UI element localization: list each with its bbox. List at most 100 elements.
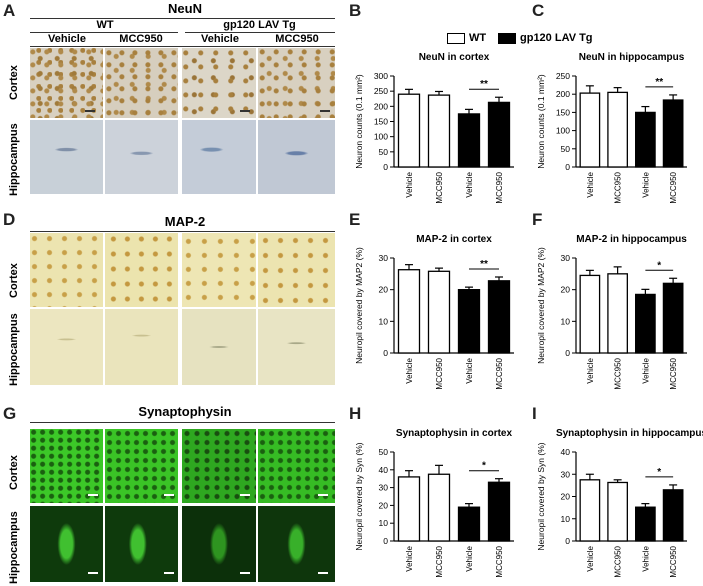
y-tick-label: 150	[374, 117, 388, 127]
col-label-vehicle-tg: Vehicle	[201, 33, 239, 45]
tg-underline	[185, 32, 335, 33]
bar	[457, 289, 481, 354]
significance-label: **	[480, 259, 488, 270]
x-tick-label: Vehicle	[405, 357, 414, 383]
panel-letter-a: A	[3, 1, 16, 20]
y-tick-label: 0	[565, 162, 570, 172]
micrograph-neun-hippocampus-tg-vehicle	[182, 120, 256, 194]
x-tick-label: MCC950	[669, 171, 678, 203]
wt-underline	[30, 32, 178, 33]
x-tick-label: Vehicle	[641, 357, 650, 383]
chart-title: Synaptophysin in hippocampus	[556, 428, 703, 439]
y-tick-label: 0	[565, 536, 570, 546]
tg-group-label: gp120 LAV Tg	[223, 19, 296, 31]
synaptophysin-underline	[30, 422, 335, 423]
row-label-hippocampus-d: Hippocampus	[8, 313, 20, 386]
col-label-mcc-wt: MCC950	[119, 33, 163, 45]
scale-bar	[88, 494, 98, 496]
bar	[457, 506, 481, 542]
micrograph-map2-hippocampus-wt-mcc	[105, 309, 178, 385]
y-tick-label: 40	[379, 465, 389, 475]
y-axis-label: Neuropil covered by MAP2 (%)	[354, 247, 364, 364]
y-tick-label: 10	[561, 316, 571, 326]
x-tick-label: Vehicle	[586, 171, 595, 197]
x-tick-label: MCC950	[614, 171, 623, 203]
micrograph-map2-hippocampus-tg-vehicle	[182, 309, 256, 385]
x-tick-label: Vehicle	[586, 545, 595, 571]
chart-title: NeuN in cortex	[419, 52, 490, 63]
y-tick-label: 30	[379, 483, 389, 493]
y-tick-label: 150	[556, 107, 570, 117]
col-label-vehicle-wt: Vehicle	[48, 33, 86, 45]
row-label-hippocampus-a: Hippocampus	[8, 123, 20, 196]
micrograph-syn-hippocampus-tg-mcc	[258, 506, 335, 582]
bar	[427, 270, 451, 354]
y-tick-label: 20	[379, 285, 389, 295]
y-axis-label: Neuropil covered by MAP2 (%)	[536, 247, 546, 364]
x-tick-label: Vehicle	[465, 171, 474, 197]
y-tick-label: 10	[561, 514, 571, 524]
legend-wt-swatch	[447, 32, 465, 44]
scale-bar	[240, 572, 250, 574]
chart-neun-cortex: NeuN in cortex Neuron counts (0.1 mm²) 0 50…	[354, 52, 514, 204]
chart-title: MAP-2 in cortex	[416, 234, 492, 245]
y-tick-label: 0	[383, 348, 388, 358]
micrograph-map2-hippocampus-wt-vehicle	[30, 309, 103, 385]
bar	[397, 269, 421, 354]
chart-synaptophysin-hippocampus: Synaptophysin in hippocampus Neuropil cov…	[536, 428, 703, 578]
x-tick-label: MCC950	[614, 545, 623, 577]
scale-bar	[240, 110, 250, 112]
y-tick-label: 20	[379, 500, 389, 510]
bar	[487, 101, 511, 168]
x-tick-label: MCC950	[614, 357, 623, 389]
micrograph-neun-hippocampus-wt-mcc	[105, 120, 178, 194]
scale-bar	[88, 572, 98, 574]
panel-letter-f: F	[532, 210, 543, 229]
bar	[607, 91, 628, 168]
micrograph-neun-cortex-tg-vehicle	[182, 48, 256, 118]
y-tick-label: 30	[379, 253, 389, 263]
bar	[635, 506, 656, 542]
bar	[427, 94, 451, 168]
legend-tg: gp120 LAV Tg	[498, 32, 593, 44]
map2-underline	[30, 231, 335, 232]
x-tick-label: MCC950	[495, 357, 504, 389]
significance-label: *	[657, 260, 661, 271]
scale-bar	[240, 494, 250, 496]
wt-group-label: WT	[96, 19, 114, 31]
x-tick-label: MCC950	[669, 357, 678, 389]
micrograph-neun-cortex-wt-mcc	[105, 48, 178, 118]
micrograph-neun-hippocampus-tg-mcc	[258, 120, 335, 194]
micrograph-syn-cortex-tg-mcc	[258, 429, 335, 503]
micrograph-map2-cortex-tg-mcc	[258, 233, 335, 307]
row-label-hippocampus-g: Hippocampus	[8, 511, 20, 584]
panel-letter-g: G	[3, 404, 17, 423]
micrograph-syn-hippocampus-wt-mcc	[105, 506, 178, 582]
bar	[397, 476, 421, 542]
micrograph-neun-cortex-wt-vehicle	[30, 48, 103, 118]
legend-tg-swatch	[498, 32, 516, 44]
panel-letter-e: E	[349, 210, 361, 229]
bar	[457, 113, 481, 168]
panel-letter-i: I	[532, 404, 537, 423]
y-tick-label: 10	[379, 316, 389, 326]
micrograph-syn-cortex-wt-mcc	[105, 429, 178, 503]
chart-map2-hippocampus: MAP-2 in hippocampus Neuropil covered by …	[536, 234, 687, 390]
bar	[397, 93, 421, 168]
y-tick-label: 200	[556, 89, 570, 99]
y-axis-label: Neuron counts (0.1 mm²)	[536, 74, 546, 169]
y-axis-label: Neuropil covered by Syn (%)	[354, 442, 364, 550]
neun-heading: NeuN	[168, 1, 202, 16]
chart-neun-hippocampus: NeuN in hippocampus Neuron counts (0.1 mm…	[536, 52, 687, 204]
bar	[427, 473, 451, 542]
y-tick-label: 40	[561, 447, 571, 457]
y-tick-label: 50	[379, 447, 389, 457]
bar	[579, 92, 601, 168]
significance-label: **	[655, 77, 663, 88]
y-tick-label: 20	[561, 285, 571, 295]
bar	[579, 479, 601, 542]
significance-label: *	[482, 461, 486, 472]
panel-letter-h: H	[349, 404, 362, 423]
bar	[487, 481, 511, 542]
scale-bar	[318, 572, 328, 574]
